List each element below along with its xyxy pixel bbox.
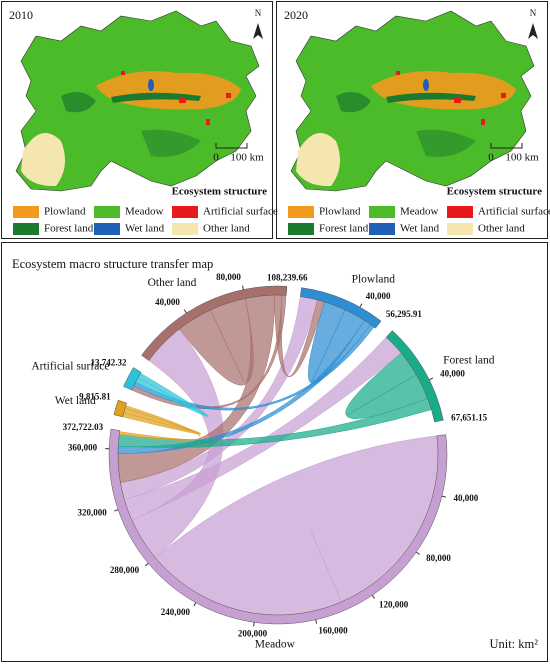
tick-mark bbox=[184, 310, 186, 313]
tick-label: 240,000 bbox=[161, 607, 191, 617]
tick-mark bbox=[360, 304, 362, 307]
legend-title: Ecosystem structure bbox=[172, 186, 268, 198]
tick-mark bbox=[416, 552, 419, 554]
tick-label: 80,000 bbox=[426, 553, 451, 563]
tick-label: 40,000 bbox=[366, 291, 391, 301]
map-panel: 2010 N 0 100 km Ecosystem structure Plowland M… bbox=[9, 8, 278, 235]
tick-mark bbox=[243, 286, 244, 290]
legend-swatch bbox=[172, 206, 198, 218]
north-arrow bbox=[253, 23, 263, 39]
tick-label: 360,000 bbox=[68, 442, 98, 452]
tick-mark bbox=[442, 496, 446, 497]
north-label: N bbox=[530, 8, 537, 18]
legend-swatch bbox=[94, 206, 120, 218]
group-name: Forest land bbox=[443, 355, 495, 367]
tick-mark bbox=[316, 620, 317, 624]
tick-label: 280,000 bbox=[110, 565, 140, 575]
legend-swatch bbox=[369, 223, 395, 235]
group-name: Other land bbox=[148, 277, 197, 289]
group-name: Plowland bbox=[352, 273, 396, 285]
legend-swatch bbox=[172, 223, 198, 235]
chart-title: Ecosystem macro structure transfer map bbox=[12, 257, 213, 271]
group-total: 56,295.91 bbox=[386, 309, 423, 319]
scale-label: 100 km bbox=[230, 152, 264, 164]
tick-label: 40,000 bbox=[454, 493, 479, 503]
map-year: 2010 bbox=[9, 8, 33, 22]
legend-title: Ecosystem structure bbox=[447, 186, 543, 198]
legend-label: Meadow bbox=[400, 206, 439, 218]
tick-mark bbox=[429, 378, 433, 380]
legend-label: Meadow bbox=[125, 206, 164, 218]
tick-mark bbox=[372, 595, 374, 598]
tick-mark bbox=[145, 563, 148, 566]
group-total: 67,651.15 bbox=[451, 413, 488, 423]
legend-label: Plowland bbox=[319, 206, 361, 218]
scale-label: 100 km bbox=[505, 152, 539, 164]
legend-label: Wet land bbox=[400, 223, 440, 235]
tick-label: 160,000 bbox=[318, 625, 348, 635]
legend-swatch bbox=[447, 223, 473, 235]
map-image bbox=[16, 11, 259, 191]
maps: 2010 N 0 100 km Ecosystem structure Plowland M… bbox=[9, 8, 550, 235]
legend-label: Wet land bbox=[125, 223, 165, 235]
legend-label: Forest land bbox=[44, 223, 94, 235]
tick-label: 120,000 bbox=[379, 599, 409, 609]
tick-label: 40,000 bbox=[155, 297, 180, 307]
legend-swatch bbox=[369, 206, 395, 218]
tick-mark bbox=[114, 510, 118, 511]
legend-label: Other land bbox=[203, 223, 250, 235]
tick-label: 320,000 bbox=[77, 508, 107, 518]
group-name: Meadow bbox=[255, 639, 296, 651]
map-panel: 2020 N 0 100 km Ecosystem structure Plowland M… bbox=[284, 8, 550, 235]
legend-swatch bbox=[13, 223, 39, 235]
north-arrow bbox=[528, 23, 538, 39]
tick-label: 40,000 bbox=[440, 368, 465, 378]
legend-swatch bbox=[288, 223, 314, 235]
group-name: Artificial surface bbox=[31, 361, 109, 373]
legend-swatch bbox=[94, 223, 120, 235]
unit-label: Unit: km² bbox=[489, 637, 538, 651]
legend-label: Other land bbox=[478, 223, 525, 235]
tick-mark bbox=[194, 603, 196, 606]
group-total: 372,722.03 bbox=[63, 422, 104, 432]
legend-label: Artificial surface bbox=[478, 206, 550, 218]
scale-label: 0 bbox=[213, 152, 219, 164]
legend-label: Artificial surface bbox=[203, 206, 278, 218]
map-image bbox=[291, 11, 534, 191]
tick-label: 200,000 bbox=[238, 628, 268, 638]
tick-mark bbox=[254, 622, 255, 626]
scale-label: 0 bbox=[488, 152, 494, 164]
group-total: 108,239.66 bbox=[267, 272, 308, 282]
legend-label: Forest land bbox=[319, 223, 369, 235]
north-label: N bbox=[255, 8, 262, 18]
map-year: 2020 bbox=[284, 8, 308, 22]
chord: 56,295.9140,000Plowland67,651.1540,000Fo… bbox=[31, 272, 494, 651]
legend-swatch bbox=[13, 206, 39, 218]
group-name: Wet land bbox=[55, 395, 96, 407]
legend-swatch bbox=[447, 206, 473, 218]
legend-label: Plowland bbox=[44, 206, 86, 218]
tick-label: 80,000 bbox=[216, 272, 241, 282]
legend-swatch bbox=[288, 206, 314, 218]
